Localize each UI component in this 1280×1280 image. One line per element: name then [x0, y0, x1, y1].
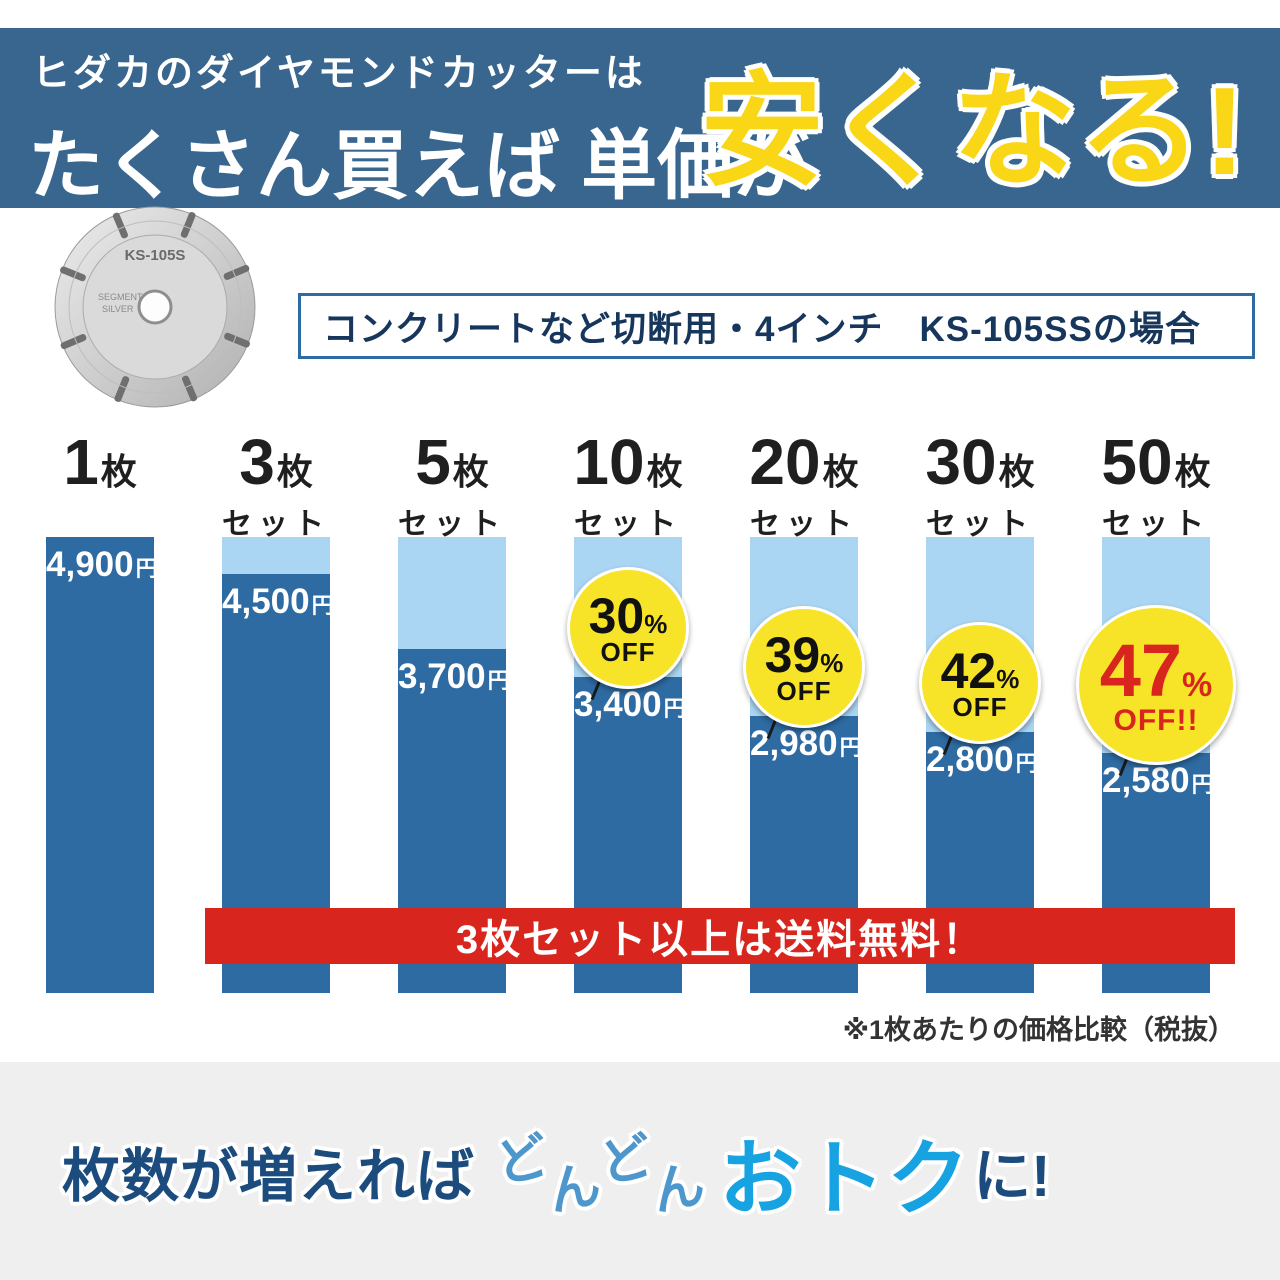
diamond-blade-svg: KS-105S SEGMENT SILVER: [54, 206, 256, 408]
off-label: OFF!!: [1113, 704, 1199, 737]
discount-badge: 47% OFF!!: [1076, 605, 1236, 765]
discount-badge: 30% OFF: [567, 567, 689, 689]
tagline-part3: おトク: [719, 1133, 972, 1225]
tagline-part1: 枚数が増えれば: [62, 1144, 476, 1209]
discount-percent: 42: [940, 643, 997, 699]
quantity-label: 1枚: [12, 425, 188, 537]
quantity-set-label: セット: [398, 508, 506, 541]
header-highlight: 安くなる!: [700, 63, 1248, 201]
price-bar: 4,900円: [46, 537, 158, 993]
quantity-unit: 枚: [822, 451, 859, 492]
quantity-set-label: セット: [1102, 508, 1210, 541]
header-subtitle: ヒダカのダイヤモンドカッターは: [32, 53, 646, 95]
price-label: 2,980円: [750, 724, 862, 763]
price-label: 3,700円: [398, 657, 510, 696]
discount-badge: 39% OFF: [743, 606, 865, 728]
quantity-unit: 枚: [1174, 451, 1211, 492]
quantity-unit: 枚: [646, 451, 683, 492]
header-banner: ヒダカのダイヤモンドカッターは たくさん買えば 単価が 安くなる!: [0, 28, 1280, 209]
quantity-number: 3: [239, 426, 275, 498]
discount-percent: 47: [1099, 629, 1183, 712]
quantity-set-label: セット: [926, 508, 1034, 541]
quantity-unit: 枚: [998, 451, 1035, 492]
disc-model-text: KS-105S: [125, 247, 186, 264]
quantity-label: 10枚セット: [540, 425, 716, 541]
quantity-number: 20: [749, 426, 821, 498]
discount-percent: 39: [764, 627, 821, 683]
quantity-unit: 枚: [452, 451, 489, 492]
price-label: 3,400円: [574, 685, 686, 724]
percent-sign: %: [1182, 666, 1213, 704]
quantity-label: 3枚セット: [188, 425, 364, 541]
quantity-unit: 枚: [276, 451, 313, 492]
bottom-tagline: 枚数が増えれば どんどん おトク に!: [62, 1062, 1050, 1280]
quantity-set-label: [12, 499, 188, 535]
quantity-number: 1: [63, 426, 99, 498]
off-label: OFF: [952, 692, 1008, 722]
tagline-part2: どんどん: [491, 1127, 710, 1223]
percent-sign: %: [996, 664, 1020, 694]
quantity-set-label: セット: [750, 508, 858, 541]
free-shipping-text: 3枚セット以上は送料無料！: [455, 918, 985, 962]
product-spec-box: コンクリートなど切断用・4インチ KS-105SSの場合: [298, 293, 1255, 359]
disc-silver-text: SILVER: [102, 304, 134, 314]
quantity-number: 50: [1101, 426, 1173, 498]
quantity-number: 30: [925, 426, 997, 498]
quantity-label: 30枚セット: [892, 425, 1068, 541]
product-spec-label: コンクリートなど切断用・4インチ KS-105SSの場合: [323, 309, 1201, 349]
quantity-label: 50枚セット: [1068, 425, 1244, 541]
tagline-char: ん: [542, 1154, 606, 1223]
free-shipping-banner: 3枚セット以上は送料無料！: [205, 908, 1235, 964]
bottom-section: 枚数が増えれば どんどん おトク に!: [0, 1062, 1280, 1280]
percent-sign: %: [820, 648, 844, 678]
disc-segment-text: SEGMENT: [98, 292, 143, 302]
price-bar-fill: [46, 537, 154, 993]
quantity-set-label: セット: [574, 508, 682, 541]
quantity-number: 5: [415, 426, 451, 498]
diamond-blade-image: KS-105S SEGMENT SILVER: [50, 202, 260, 412]
price-label: 2,800円: [926, 740, 1038, 779]
off-label: OFF: [776, 676, 832, 706]
quantity-number: 10: [573, 426, 645, 498]
header-title: たくさん買えば 単価が: [28, 124, 810, 209]
price-label: 4,500円: [222, 582, 334, 621]
percent-sign: %: [644, 609, 668, 639]
off-label: OFF: [600, 637, 656, 667]
bar-column: 1枚 4,900円: [12, 425, 188, 993]
quantity-unit: 枚: [100, 451, 137, 492]
price-label: 4,900円: [46, 545, 158, 584]
tagline-char: ん: [646, 1154, 710, 1223]
footnote: ※1枚あたりの価格比較（税抜）: [842, 1015, 1235, 1045]
quantity-set-label: セット: [222, 508, 330, 541]
discount-badge: 42% OFF: [919, 622, 1041, 744]
discount-percent: 30: [588, 588, 645, 644]
quantity-label: 5枚セット: [364, 425, 540, 541]
tagline-part4: に!: [973, 1144, 1051, 1209]
quantity-label: 20枚セット: [716, 425, 892, 541]
price-label: 2,580円: [1102, 761, 1214, 800]
